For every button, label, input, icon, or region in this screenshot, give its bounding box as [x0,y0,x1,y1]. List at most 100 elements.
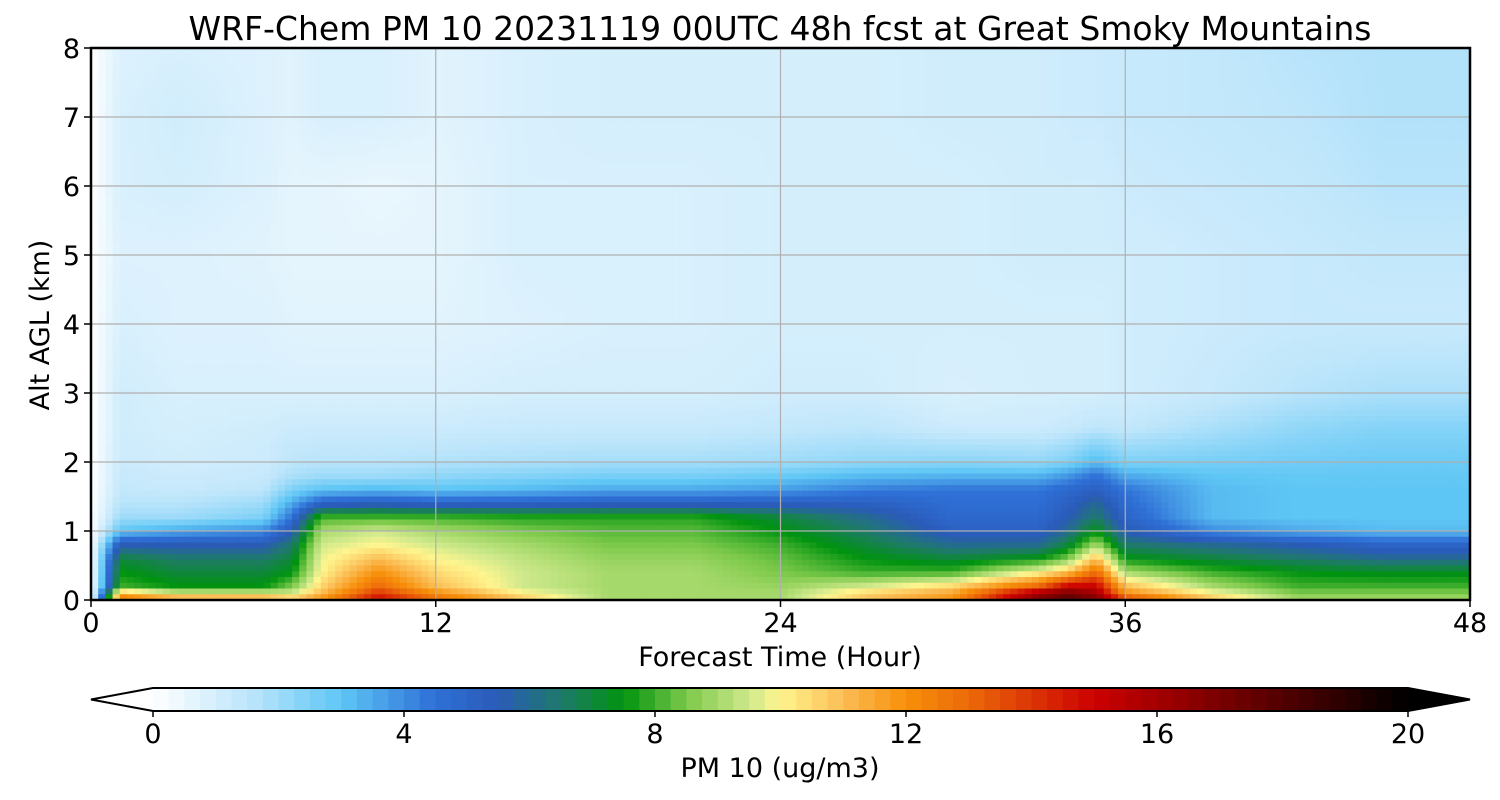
heatmap-cell [1276,88,1284,95]
heatmap-cell [1240,48,1248,55]
heatmap-cell [565,128,573,135]
heatmap-cell [593,53,602,61]
heatmap-cell [694,94,703,101]
heatmap-cell [249,59,257,66]
heatmap-cell [1441,140,1450,147]
heatmap-cell [773,128,782,135]
heatmap-cell [1355,191,1363,199]
heatmap-cell [227,76,236,84]
heatmap-cell [1003,65,1011,72]
heatmap-cell [895,59,904,66]
heatmap-cell [1024,191,1033,199]
heatmap-cell [105,111,114,118]
heatmap-cell [220,117,229,124]
heatmap-cell [780,180,789,187]
heatmap-cell [342,82,351,89]
heatmap-cell [1376,151,1385,158]
heatmap-cell [651,128,659,135]
heatmap-cell [457,82,466,89]
heatmap-cell [1132,71,1141,78]
heatmap-cell [191,105,200,112]
heatmap-cell [263,186,272,193]
heatmap-cell [1398,88,1406,95]
heatmap-cell [1039,94,1047,101]
heatmap-cell [938,140,947,147]
heatmap-cell [586,76,595,84]
heatmap-cell [1189,117,1198,124]
heatmap-cell [342,128,351,135]
heatmap-cell [493,71,501,78]
heatmap-cell [1161,180,1169,187]
heatmap-cell [924,65,932,72]
heatmap-cell [809,191,818,199]
heatmap-cell [1362,128,1371,135]
heatmap-cell [565,151,573,158]
heatmap-cell [1333,151,1342,158]
heatmap-cell [392,191,401,199]
heatmap-cell [1211,82,1220,89]
heatmap-cell [1326,88,1335,95]
heatmap-cell [1268,48,1277,55]
heatmap-cell [852,180,861,187]
heatmap-cell [974,88,983,95]
heatmap-cell [809,82,818,89]
heatmap-cell [1024,59,1033,66]
heatmap-cell [356,82,365,89]
heatmap-cell [378,128,387,135]
heatmap-cell [665,117,674,124]
heatmap-cell [1082,151,1090,158]
heatmap-cell [162,151,171,158]
heatmap-cell [1168,117,1177,124]
heatmap-cell [981,53,990,61]
heatmap-cell [830,94,839,101]
heatmap-cell [1153,191,1162,199]
heatmap-cell [744,59,753,66]
heatmap-cell [471,59,480,66]
heatmap-cell [414,71,422,78]
heatmap-cell [119,71,128,78]
heatmap-cell [758,145,767,153]
heatmap-cell [1247,180,1256,187]
heatmap-cell [1398,53,1406,61]
heatmap-cell [521,163,530,170]
heatmap-cell [91,163,99,170]
heatmap-cell [227,174,236,181]
heatmap-cell [1283,94,1292,101]
heatmap-cell [105,168,114,176]
heatmap-cell [284,168,293,176]
heatmap-cell [1290,88,1299,95]
heatmap-cell [91,186,99,193]
heatmap-cell [1204,163,1213,170]
heatmap-cell [514,48,523,55]
heatmap-cell [98,168,106,176]
heatmap-cell [507,128,516,135]
heatmap-cell [1290,59,1299,66]
heatmap-cell [1031,117,1040,124]
heatmap-cell [636,59,645,66]
heatmap-cell [1355,65,1363,72]
heatmap-cell [299,111,308,118]
heatmap-cell [988,191,997,199]
heatmap-cell [1326,76,1335,84]
heatmap-cell [988,157,997,164]
heatmap-cell [306,180,315,187]
heatmap-cell [378,163,387,170]
heatmap-cell [1362,145,1371,153]
heatmap-cell [1204,174,1213,181]
heatmap-cell [1333,191,1342,199]
heatmap-cell [1182,48,1191,55]
heatmap-cell [507,76,516,84]
heatmap-cell [1462,82,1470,89]
heatmap-cell [758,59,767,66]
heatmap-cell [744,71,753,78]
heatmap-cell [622,186,631,193]
heatmap-cell [450,117,458,124]
heatmap-cell [1197,53,1205,61]
heatmap-cell [608,180,616,187]
heatmap-cell [428,105,437,112]
heatmap-cell [1060,82,1069,89]
heatmap-cell [457,140,466,147]
heatmap-cell [1376,168,1385,176]
heatmap-cell [995,151,1004,158]
heatmap-cell [1462,48,1470,55]
